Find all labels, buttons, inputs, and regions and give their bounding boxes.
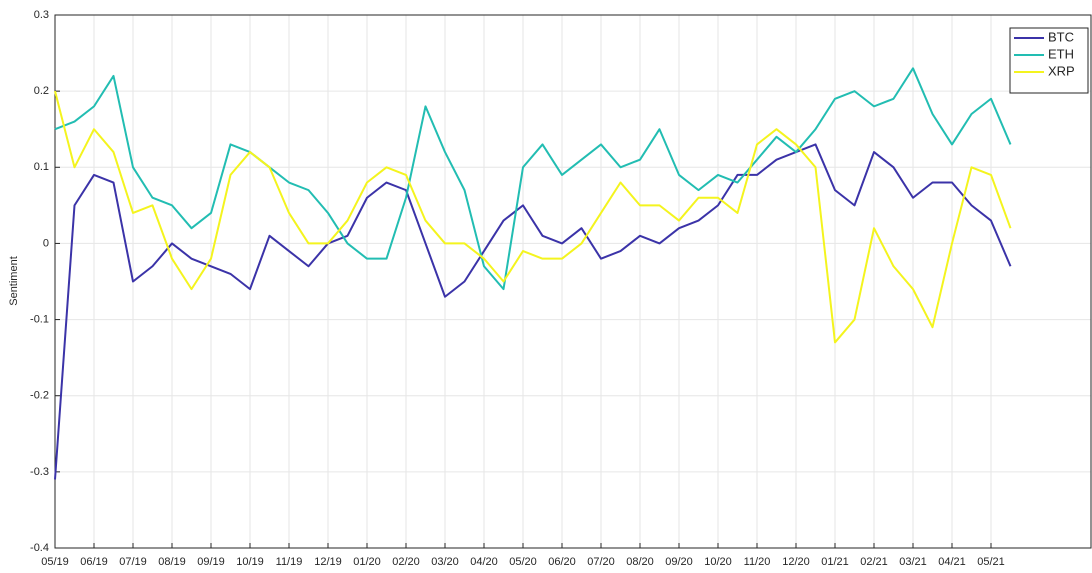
y-tick-label: -0.3: [30, 466, 49, 478]
y-tick-label: -0.2: [30, 390, 49, 402]
x-tick-label: 10/20: [704, 556, 732, 568]
x-tick-label: 09/20: [665, 556, 693, 568]
x-tick-label: 06/19: [80, 556, 108, 568]
plot-frame: [54, 14, 1092, 549]
x-tick-label: 07/19: [119, 556, 147, 568]
y-tick-label: -0.1: [30, 313, 49, 325]
x-tick-label: 01/20: [353, 556, 381, 568]
y-tick-label: 0.2: [34, 85, 49, 97]
legend-label: XRP: [1048, 63, 1075, 78]
x-tick-label: 02/21: [860, 556, 888, 568]
y-axis-label: Sentiment: [8, 256, 20, 306]
x-tick-label: 12/19: [314, 556, 342, 568]
series-line: [54, 143, 1012, 480]
x-tick-label: 08/19: [158, 556, 186, 568]
legend-box: [1009, 27, 1089, 94]
x-tick-label: 05/19: [41, 556, 69, 568]
x-tick-label: 05/21: [977, 556, 1005, 568]
series-line: [54, 90, 1012, 344]
x-tick-label: 09/19: [197, 556, 225, 568]
x-tick-label: 04/20: [470, 556, 498, 568]
x-tick-label: 02/20: [392, 556, 420, 568]
x-tick-label: 05/20: [509, 556, 537, 568]
x-tick-label: 10/19: [236, 556, 264, 568]
y-tick-label: -0.4: [30, 542, 49, 554]
x-tick-label: 03/21: [899, 556, 927, 568]
x-tick-label: 03/20: [431, 556, 459, 568]
x-tick-label: 07/20: [587, 556, 615, 568]
x-tick-label: 06/20: [548, 556, 576, 568]
legend-label: BTC: [1048, 29, 1074, 44]
x-tick-label: 08/20: [626, 556, 654, 568]
x-tick-label: 04/21: [938, 556, 966, 568]
x-tick-label: 11/19: [276, 556, 303, 568]
y-tick-label: 0: [43, 237, 49, 249]
y-tick-label: 0.1: [34, 161, 49, 173]
x-tick-label: 12/20: [782, 556, 810, 568]
legend-label: ETH: [1048, 46, 1074, 61]
y-tick-label: 0.3: [34, 9, 49, 21]
series-line: [54, 67, 1012, 291]
x-tick-label: 11/20: [744, 556, 771, 568]
x-tick-label: 01/21: [821, 556, 849, 568]
